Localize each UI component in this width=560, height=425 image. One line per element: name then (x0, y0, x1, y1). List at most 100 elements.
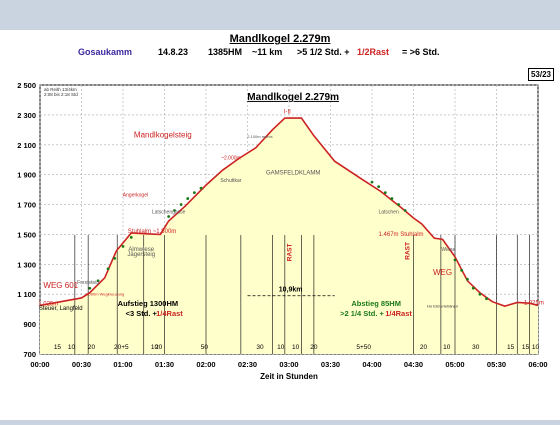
chart-annotation: 1.025m (38, 301, 58, 307)
descent-label: Abstieg 85HM (351, 299, 401, 308)
time-rest: 1/2Rast (357, 47, 390, 57)
chart-annotation: Forststeig (77, 280, 99, 286)
waypoint-dot (106, 267, 110, 271)
segment-minutes: 10 (443, 344, 451, 351)
region-label: Gosaukamm (78, 47, 133, 57)
date-label: 14.8.23 (158, 47, 189, 57)
waypoint-dot (179, 203, 183, 206)
page-reference-badge: 53/23 (527, 68, 554, 81)
distance-label: ~11 km (252, 47, 283, 57)
waypoint-dot (192, 191, 196, 195)
segment-minutes: 20 (155, 344, 163, 351)
segment-minutes: 30 (256, 344, 264, 351)
waypoint-dot (377, 185, 381, 189)
waypoint-dot (88, 286, 92, 290)
x-tick-label: 05:00 (445, 360, 464, 369)
segment-minutes: 20+5 (114, 344, 129, 351)
x-tick-label: 02:00 (196, 360, 215, 369)
chart-annotation: Latschengasse (152, 210, 186, 216)
x-tick-label: 05:30 (487, 360, 506, 369)
segment-minutes: 10 (68, 344, 76, 351)
waypoint-dot (403, 209, 407, 212)
chart-annotation: 2.100m rechts (247, 134, 272, 139)
waypoint-dot (129, 236, 133, 239)
chart-annotation: Angerkogel (123, 192, 148, 198)
chart-annotation: Jägersteig (127, 252, 155, 258)
waypoint-dot (199, 186, 203, 190)
y-tick-label: 1 300 (17, 260, 36, 269)
x-tick-label: 03:00 (279, 360, 298, 369)
chart-annotation: Latschen (378, 210, 399, 216)
chart-annotation: I-II (284, 109, 291, 115)
y-tick-label: 900 (23, 320, 36, 329)
x-tick-label: 00:30 (72, 360, 91, 369)
waypoint-dot (370, 180, 374, 184)
chart-annotation: Mandlkogelsteig (134, 130, 192, 139)
x-tick-label: 01:30 (155, 360, 174, 369)
segment-minutes: 20 (310, 344, 318, 351)
chart-annotation: 1.467m Stuhlalm (379, 232, 424, 238)
chart-annotation: Almwiese (128, 247, 154, 253)
waypoint-dot (466, 277, 469, 281)
x-tick-label: 03:30 (321, 360, 340, 369)
y-tick-label: 2 500 (17, 81, 36, 90)
elevation-gain-label: 1385HM (208, 47, 243, 57)
waypoint-dot (460, 268, 464, 272)
segment-minutes: 10 (532, 344, 540, 351)
note-line-2: 2:08 bis 2:18 Std (44, 92, 78, 97)
waypoint-dot (186, 197, 190, 200)
x-tick-label: 06:00 (528, 360, 547, 369)
y-tick-label: 1 500 (17, 230, 36, 239)
chart-annotation: WEG (433, 268, 452, 277)
segment-minutes: 5+50 (356, 344, 371, 351)
note-line-1: ab Reith 13/4km (44, 87, 77, 92)
x-tick-label: 04:30 (404, 360, 423, 369)
y-tick-label: 1 100 (17, 290, 36, 299)
waypoint-dot (167, 215, 171, 218)
y-tick-label: 2 100 (17, 141, 36, 150)
chart-main-title: Mandlkogel 2.279m (229, 33, 331, 45)
chart-annotation: Stuhlalm ~1.500m (128, 229, 177, 235)
y-tick-label: 1 700 (17, 201, 36, 210)
descent-rest: 1/4Rast (385, 309, 412, 318)
segment-minutes: 15 (522, 344, 530, 351)
segment-minutes: 10 (277, 344, 285, 351)
distance-label: 10,9km (279, 287, 303, 294)
x-axis-label: Zeit in Stunden (260, 372, 318, 381)
x-tick-label: 00:00 (30, 360, 49, 369)
chart-annotation: ~2.000m (221, 156, 241, 162)
elevation-profile-line (39, 117, 539, 308)
rast-label: RAST (286, 244, 293, 262)
chart-annotation: GAMSFELDKLAMM (266, 171, 320, 177)
waypoint-dot (397, 203, 400, 206)
chart-annotation: Steuer, Langfeld (39, 306, 83, 312)
rast-label: RAST (404, 242, 411, 260)
waypoint-dot (173, 209, 176, 212)
chart-annotation: 1.025m (524, 301, 544, 307)
segment-minutes: 20 (88, 344, 96, 351)
x-tick-label: 04:00 (362, 360, 381, 369)
x-tick-label: 01:00 (113, 360, 132, 369)
y-tick-label: 2 300 (17, 111, 36, 120)
waypoint-dot (96, 279, 100, 283)
waypoint-dot (121, 245, 125, 248)
waypoint-dot (390, 197, 394, 200)
waypoint-dot (478, 292, 482, 296)
waypoint-dot (453, 258, 457, 262)
time-total: = >6 Std. (402, 47, 440, 57)
segment-minutes: 15 (507, 344, 515, 351)
chart-annotation: Ho Ebnerlehänen (427, 304, 458, 309)
waypoint-dot (485, 297, 488, 301)
x-tick-label: 02:30 (238, 360, 257, 369)
chart-annotation: Schuttkar (220, 178, 241, 184)
time-part1: >5 1/2 Std. + (297, 47, 350, 57)
descent-time: >2 1/4 Std. + (340, 309, 384, 318)
peak-label: Mandlkogel 2.279m (247, 92, 339, 103)
segment-minutes: 15 (54, 344, 62, 351)
chart-annotation: 1.090m Wegkreuzung (85, 292, 124, 297)
ascent-label: Aufstieg 1300HM (118, 299, 178, 308)
waypoint-dot (383, 191, 387, 195)
segment-minutes: 30 (472, 344, 480, 351)
waypoint-dot (471, 286, 475, 290)
